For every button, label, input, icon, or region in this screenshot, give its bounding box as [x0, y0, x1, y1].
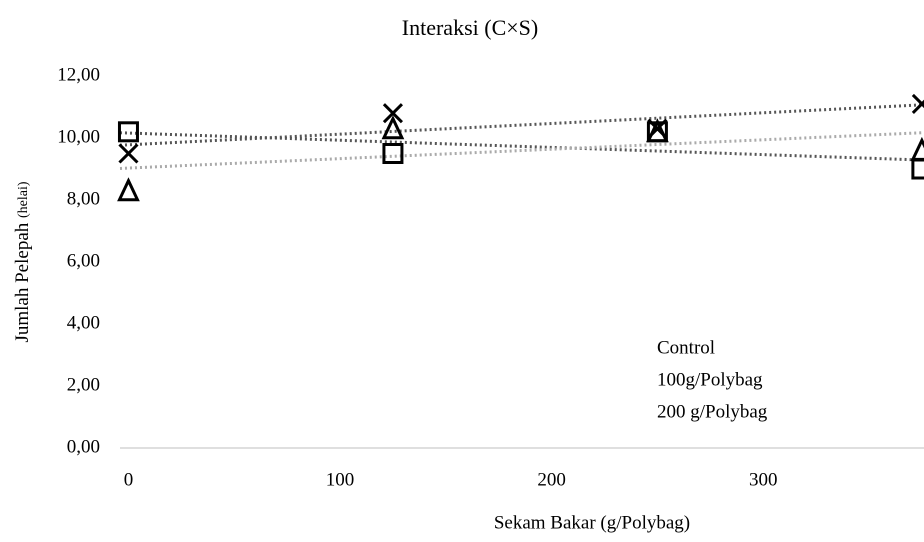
y-axis-title-main: Jumlah Pelepah — [12, 222, 33, 342]
y-tick-label: 12,00 — [57, 64, 100, 85]
x-tick-label: 300 — [749, 469, 778, 490]
marker-x — [382, 103, 403, 124]
marker-triangle — [646, 118, 669, 143]
y-tick-label: 4,00 — [67, 312, 100, 333]
y-tick-label: 2,00 — [67, 374, 100, 395]
trend-line — [119, 131, 924, 162]
marker-square — [117, 121, 139, 143]
marker-triangle — [117, 177, 140, 202]
marker-square — [911, 158, 924, 180]
chart-title: Interaksi (C×S) — [402, 15, 538, 40]
trend-line — [119, 131, 924, 170]
marker-square — [382, 143, 404, 164]
marker-x — [647, 118, 668, 139]
x-axis-title: Sekam Bakar (g/Polybag) — [494, 512, 690, 533]
legend-label: 200 g/Polybag — [657, 401, 768, 422]
y-tick-label: 0,00 — [67, 436, 100, 457]
legend-label: Control — [657, 337, 715, 358]
x-tick-label: 0 — [124, 469, 134, 490]
x-tick-label: 100 — [326, 469, 355, 490]
y-tick-label: 10,00 — [57, 126, 100, 147]
y-tick-label: 8,00 — [67, 188, 100, 209]
y-axis-title-unit: (helai) — [16, 181, 31, 218]
marker-triangle — [910, 136, 924, 161]
y-tick-label: 6,00 — [67, 250, 100, 271]
legend-label: 100g/Polybag — [657, 369, 763, 390]
marker-x — [118, 143, 139, 164]
marker-triangle — [381, 115, 405, 140]
y-axis-title: Jumlah Pelepah (helai) — [12, 181, 33, 342]
marker-x — [911, 93, 924, 114]
x-tick-label: 200 — [537, 469, 566, 490]
trend-line — [119, 103, 924, 147]
